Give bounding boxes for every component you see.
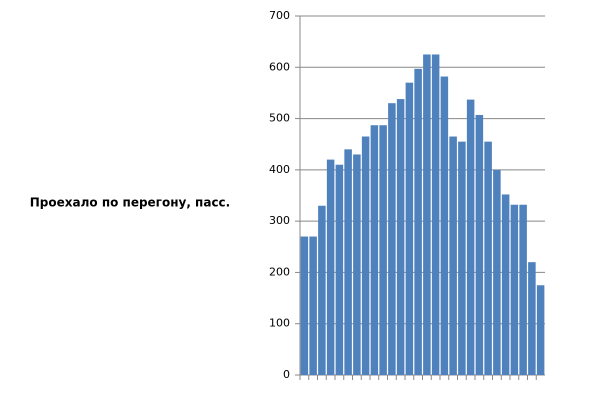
bar — [493, 169, 501, 375]
bar — [519, 204, 527, 375]
bar — [335, 164, 344, 375]
bar — [536, 285, 545, 375]
bar — [396, 99, 405, 375]
bar — [501, 194, 510, 375]
bar — [466, 99, 475, 376]
y-tick-label: 700 — [269, 9, 290, 22]
y-tick-label: 0 — [283, 368, 290, 381]
bar — [431, 54, 440, 375]
bar — [370, 125, 379, 375]
bar — [510, 204, 519, 375]
bar — [326, 159, 335, 375]
y-tick-label: 500 — [269, 112, 290, 125]
bar — [388, 103, 396, 375]
y-tick-label: 400 — [269, 163, 290, 176]
bar — [414, 68, 422, 376]
bar — [423, 54, 431, 375]
bar — [353, 154, 361, 375]
bar — [344, 149, 352, 375]
bar — [405, 82, 414, 376]
y-axis-label: Проехало по перегону, пасс. — [30, 196, 230, 210]
bar — [440, 76, 449, 375]
bar — [318, 205, 326, 375]
bar — [449, 136, 457, 375]
bar — [458, 141, 466, 375]
y-tick-label: 300 — [269, 214, 290, 227]
bar — [475, 114, 484, 375]
bar — [309, 236, 317, 375]
bar — [300, 236, 309, 375]
bar — [528, 262, 536, 375]
y-tick-label: 200 — [269, 265, 290, 278]
bar — [361, 136, 370, 375]
bar — [379, 125, 387, 375]
y-tick-label: 100 — [269, 317, 290, 330]
y-tick-label: 600 — [269, 60, 290, 73]
bar — [484, 141, 492, 375]
